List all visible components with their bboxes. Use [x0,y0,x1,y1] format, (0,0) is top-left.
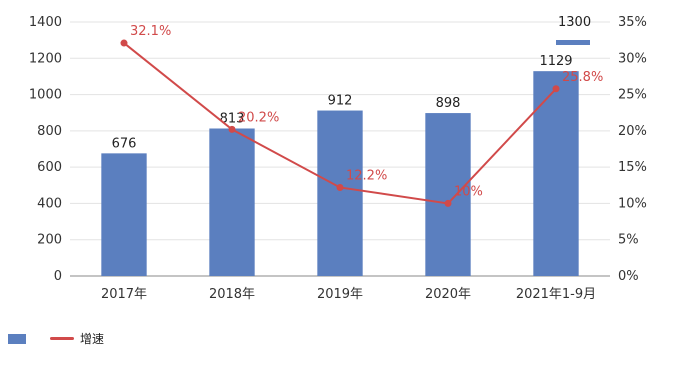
x-category-label: 2019年 [317,287,363,302]
top-right-annotation-swatch [556,40,590,45]
legend-swatch-bar [8,333,26,344]
y-right-tick-label: 10% [618,196,647,211]
line-point [120,39,128,47]
legend-line-label: 增速 [80,332,105,346]
y-right-tick-label: 20% [618,124,647,139]
line-point [444,199,452,207]
y-right-tick-label: 35% [618,15,647,30]
bar [101,153,147,276]
legend-item-line: 增速 [50,330,104,347]
x-category-label: 2020年 [425,287,471,302]
y-left-tick-label: 800 [37,124,62,139]
bar [317,110,363,276]
line-point [552,85,560,93]
y-right-tick-label: 5% [618,233,639,248]
x-category-label: 2021年1-9月 [516,287,596,302]
bar-label: 1129 [539,54,572,69]
line-label: 20.2% [238,110,279,125]
legend: 增速 [8,330,104,347]
y-right-tick-label: 0% [618,269,639,284]
legend-item-bar [8,333,32,344]
bar-label: 813 [220,111,245,126]
legend-swatch-line [50,337,74,340]
line-label: 25.8% [562,70,603,85]
bar [209,128,255,276]
y-left-tick-label: 1400 [29,15,62,30]
y-left-tick-label: 400 [37,196,62,211]
x-category-label: 2018年 [209,287,255,302]
line-point [336,183,344,191]
bar [425,113,471,276]
line-point [228,125,236,133]
bar-label: 676 [112,136,137,151]
line-label: 32.1% [130,24,171,39]
y-left-tick-label: 600 [37,160,62,175]
y-right-tick-label: 30% [618,51,647,66]
top-right-annotation: 1300 [558,15,591,30]
bar-label: 898 [436,96,461,111]
y-right-tick-label: 15% [618,160,647,175]
y-left-tick-label: 1200 [29,51,62,66]
line-label: 10% [454,184,483,199]
line-label: 12.2% [346,168,387,183]
bar [533,71,579,276]
y-left-tick-label: 0 [54,269,62,284]
bar-label: 912 [328,94,353,109]
y-right-tick-label: 25% [618,88,647,103]
y-left-tick-label: 200 [37,233,62,248]
x-category-label: 2017年 [101,287,147,302]
y-left-tick-label: 1000 [29,88,62,103]
